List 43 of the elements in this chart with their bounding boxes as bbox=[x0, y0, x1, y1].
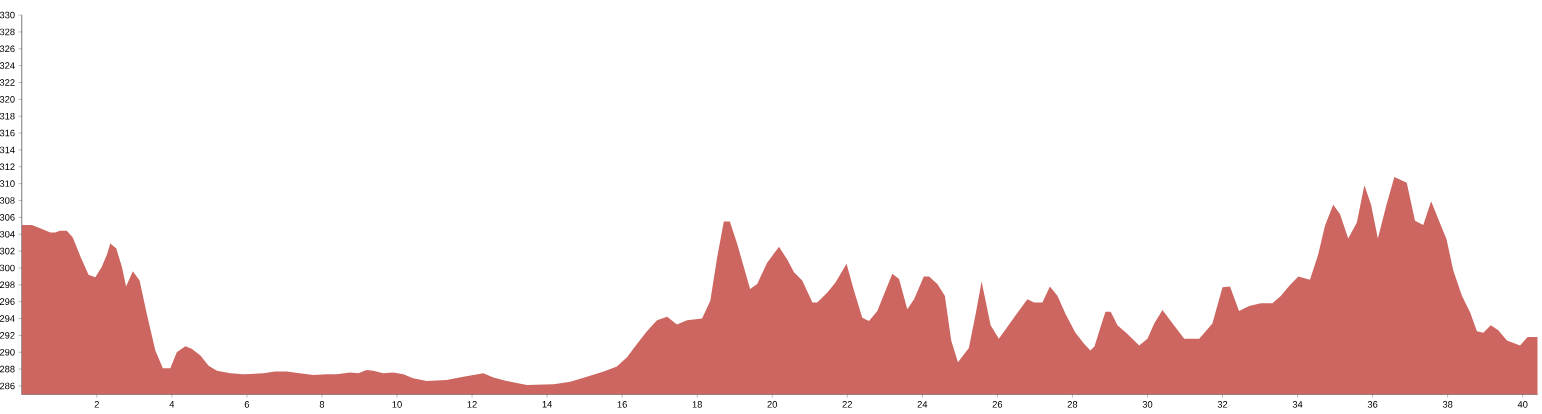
y-tick-label: 312 bbox=[0, 163, 15, 171]
x-tick-label: 30 bbox=[1142, 401, 1153, 408]
x-tick-label: 34 bbox=[1292, 401, 1303, 408]
x-tick-label: 32 bbox=[1217, 401, 1228, 408]
x-tick-label: 2 bbox=[94, 401, 99, 408]
y-tick-label: 326 bbox=[0, 45, 15, 53]
x-tick-label: 20 bbox=[767, 401, 778, 408]
y-tick-label: 314 bbox=[0, 146, 15, 154]
y-tick-label: 330 bbox=[0, 11, 15, 19]
x-tick-label: 12 bbox=[467, 401, 477, 408]
x-tick-label: 4 bbox=[169, 401, 175, 408]
y-tick-label: 320 bbox=[0, 96, 15, 103]
y-tick-label: 286 bbox=[0, 382, 15, 390]
y-tick-label: 296 bbox=[0, 298, 15, 305]
y-tick-label: 294 bbox=[0, 315, 15, 322]
x-tick-label: 16 bbox=[617, 401, 627, 408]
y-tick-label: 306 bbox=[0, 214, 15, 221]
x-tick-label: 14 bbox=[542, 401, 552, 408]
y-tick-label: 322 bbox=[0, 79, 15, 86]
y-tick-label: 324 bbox=[0, 62, 15, 69]
y-tick-label: 310 bbox=[0, 180, 15, 187]
y-tick-label: 298 bbox=[0, 281, 15, 289]
x-tick-label: 38 bbox=[1442, 401, 1453, 408]
y-tick-label: 318 bbox=[0, 112, 15, 120]
x-tick-label: 8 bbox=[319, 401, 325, 408]
y-tick-label: 316 bbox=[0, 129, 15, 137]
x-tick-label: 22 bbox=[842, 401, 852, 408]
y-tick-label: 308 bbox=[0, 197, 15, 204]
x-tick-label: 6 bbox=[244, 401, 250, 408]
x-tick-label: 36 bbox=[1367, 401, 1378, 408]
y-tick-label: 292 bbox=[0, 332, 15, 339]
y-tick-label: 302 bbox=[0, 247, 15, 255]
y-tick-label: 290 bbox=[0, 348, 15, 356]
x-tick-label: 28 bbox=[1067, 401, 1078, 408]
y-tick-label: 304 bbox=[0, 230, 15, 238]
y-tick-label: 300 bbox=[0, 264, 15, 272]
y-tick-label: 288 bbox=[0, 365, 15, 373]
x-tick-label: 40 bbox=[1517, 401, 1528, 408]
x-tick-label: 10 bbox=[392, 401, 402, 408]
x-tick-label: 26 bbox=[992, 401, 1003, 408]
y-tick-label: 328 bbox=[0, 28, 15, 36]
x-tick-label: 24 bbox=[917, 401, 928, 408]
x-tick-label: 18 bbox=[692, 401, 702, 408]
